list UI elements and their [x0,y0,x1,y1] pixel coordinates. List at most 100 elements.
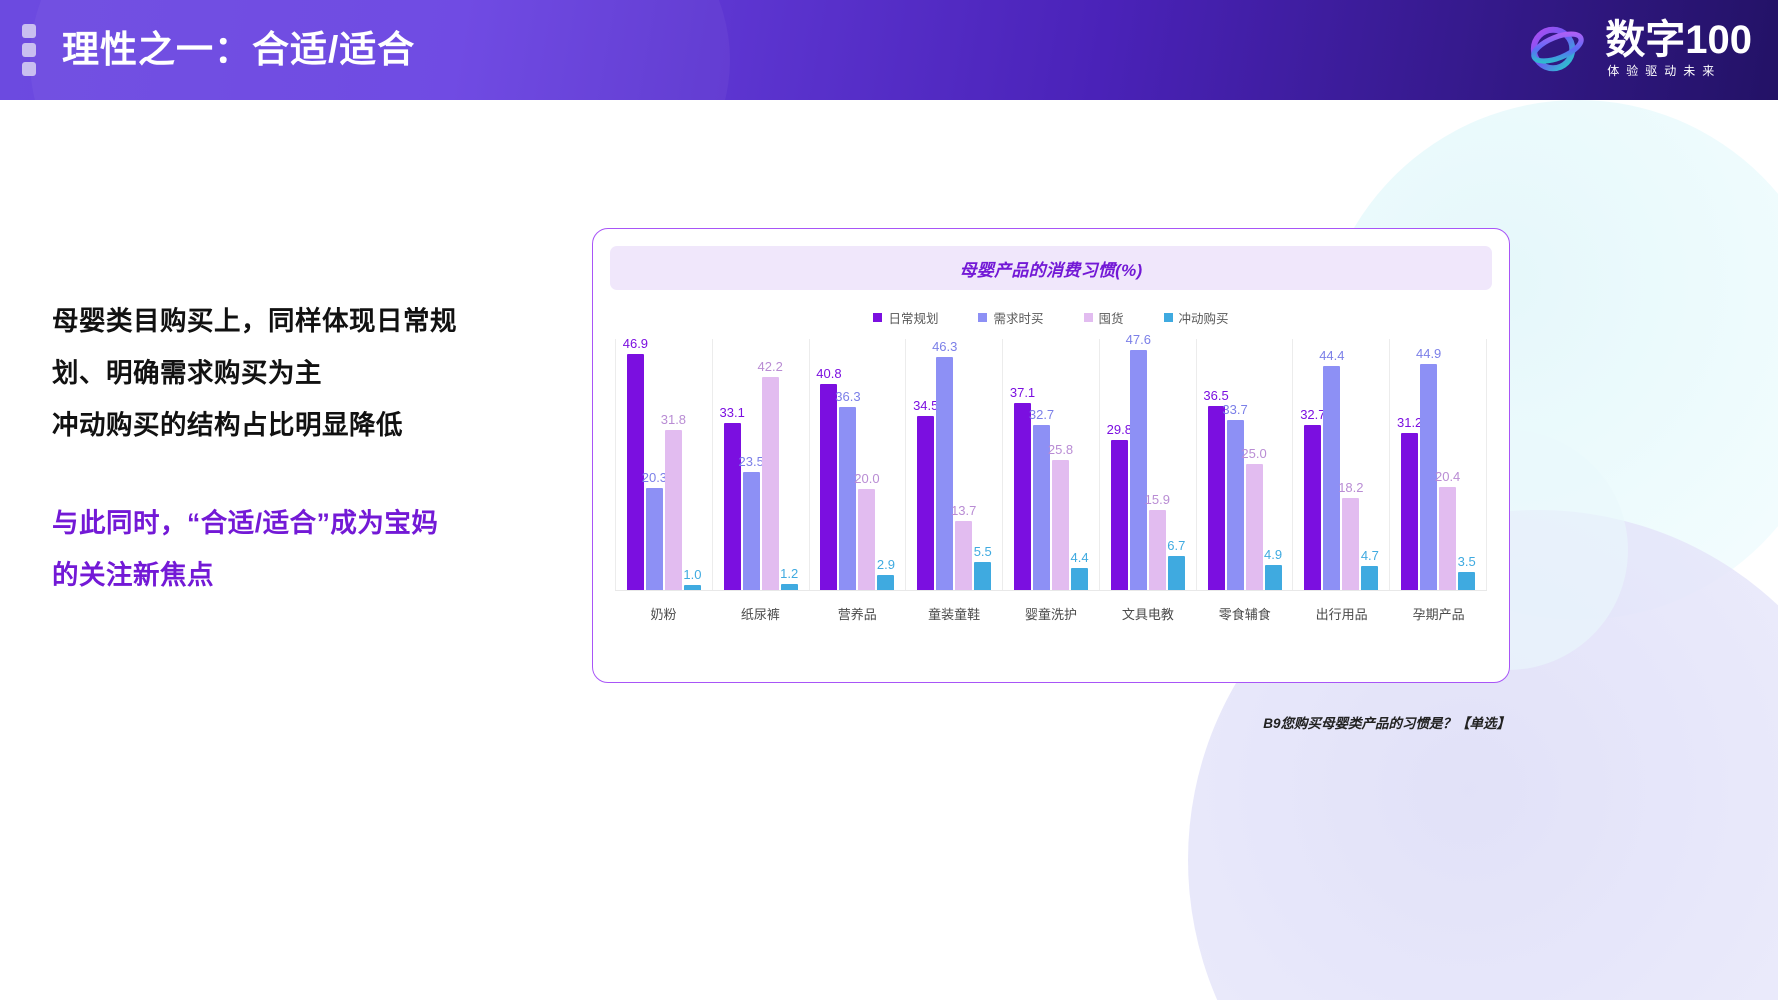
x-axis-label: 文具电教 [1121,607,1174,622]
bar[interactable]: 33.1 [720,406,745,590]
bar[interactable]: 2.9 [877,558,895,590]
bar-value-label: 34.5 [913,398,939,414]
bar-value-label: 42.2 [757,359,783,375]
bar[interactable]: 36.5 [1203,389,1229,590]
bar[interactable]: 20.3 [642,470,667,590]
bar[interactable]: 4.4 [1070,550,1089,590]
chart-footnote: B9您购买母婴类产品的习惯是？【单选】 [1263,716,1510,731]
bar-value-label: 33.7 [1222,402,1248,418]
bar-value-label: 31.8 [660,411,687,427]
bar[interactable]: 25.8 [1048,442,1073,590]
bar-value-label: 32.7 [1300,407,1326,423]
bar-value-label: 31.2 [1396,414,1423,430]
chart-x-axis: 奶粉 纸尿裤 营养品 童装童鞋 婴童洗护 文具电教 零食辅食 出行用品 孕期产品 [615,591,1487,623]
bar[interactable]: 20.0 [854,472,880,590]
x-axis-label: 营养品 [837,607,877,622]
bar-value-label: 46.3 [932,338,958,354]
bar-value-label: 4.9 [1264,547,1283,563]
bar-group: 31.2 44.9 20.4 3.5 [1389,339,1488,590]
bar[interactable]: 25.0 [1241,447,1267,590]
bar[interactable]: 31.8 [661,412,686,590]
bar[interactable]: 31.2 [1397,415,1422,590]
bar[interactable]: 42.2 [758,360,783,590]
x-axis-label: 童装童鞋 [928,607,981,622]
bar[interactable]: 4.9 [1264,548,1282,590]
legend-swatch-icon [1083,313,1093,322]
bar[interactable]: 1.2 [780,566,798,590]
bar[interactable]: 40.8 [816,367,842,590]
chart-title: 母婴产品的消费习惯(%) [959,260,1143,280]
bar-value-label: 23.5 [738,453,764,469]
bar-value-label: 6.7 [1167,538,1186,554]
bar[interactable]: 44.9 [1416,346,1441,590]
bar[interactable]: 47.6 [1126,333,1151,590]
x-axis-label: 出行用品 [1315,607,1368,622]
bar-value-label: 18.2 [1338,480,1364,496]
accent-line-2: 的关注新焦点 [52,560,214,590]
legend-swatch-icon [978,313,988,322]
accent-line-1: 与此同时，“合适/适合”成为宝妈 [52,508,439,538]
bar[interactable]: 44.4 [1319,349,1345,590]
bar[interactable]: 32.7 [1029,408,1054,590]
bar[interactable]: 23.5 [739,454,764,590]
bar-group: 37.1 32.7 25.8 4.4 [1002,339,1099,590]
chart-legend: 日常规划 需求时买 囤货 冲动购买 [593,308,1509,327]
insight-copy-block: 母婴类目购买上，同样体现日常规 划、明确需求购买为主 冲动购买的结构占比明显降低… [52,295,572,601]
bar-value-label: 1.2 [780,565,799,581]
legend-item-1[interactable]: 日常规划 [873,308,938,327]
bar-value-label: 20.3 [641,469,668,485]
legend-item-4[interactable]: 冲动购买 [1163,308,1229,327]
legend-label: 需求时买 [993,312,1044,326]
bar-value-label: 36.5 [1203,388,1229,404]
x-axis-label: 孕期产品 [1412,607,1465,622]
bar[interactable]: 33.7 [1222,403,1248,590]
legend-swatch-icon [1163,313,1173,322]
bar-group: 46.9 20.3 31.8 1.0 [615,336,712,590]
bar-value-label: 44.4 [1319,348,1345,364]
bar[interactable]: 36.3 [835,390,861,590]
insight-line-1: 母婴类目购买上，同样体现日常规 [52,306,457,336]
bar-group: 32.7 44.4 18.2 4.7 [1292,339,1389,590]
bar[interactable]: 18.2 [1338,481,1364,590]
x-axis-label: 奶粉 [650,607,677,622]
bar-value-label: 29.8 [1106,421,1132,437]
bar[interactable]: 32.7 [1300,408,1326,590]
logo-tagline: 体验驱动未来 [1607,64,1722,78]
bar[interactable]: 13.7 [951,503,976,590]
bar-value-label: 25.8 [1047,441,1074,457]
bar-value-label: 37.1 [1009,385,1036,401]
legend-item-3[interactable]: 囤货 [1083,308,1124,327]
bar-value-label: 4.4 [1070,549,1089,565]
bar-value-label: 32.7 [1028,407,1055,423]
bar[interactable]: 46.9 [623,336,648,590]
bar-value-label: 15.9 [1144,491,1170,507]
insight-line-3: 冲动购买的结构占比明显降低 [52,410,403,440]
bar[interactable]: 46.3 [932,339,957,590]
bar-value-label: 13.7 [951,502,977,518]
insight-line-2: 划、明确需求购买为主 [52,358,322,388]
logo-name: 数字100 [1605,18,1752,62]
bar-value-label: 36.3 [835,389,861,405]
legend-item-2[interactable]: 需求时买 [978,308,1044,327]
bar[interactable]: 6.7 [1167,539,1185,590]
x-axis-label: 婴童洗护 [1025,607,1078,622]
bar[interactable]: 37.1 [1010,386,1035,590]
bar[interactable]: 1.0 [683,567,701,590]
legend-label: 日常规划 [888,312,939,326]
brand-logo: 数字100 体验驱动未来 [1519,12,1752,86]
bar[interactable]: 15.9 [1145,492,1170,590]
bar[interactable]: 34.5 [913,399,938,590]
bar-value-label: 5.5 [973,544,992,560]
chart-title-banner: 母婴产品的消费习惯(%) [610,246,1492,290]
bar[interactable]: 20.4 [1435,470,1460,590]
bar[interactable]: 3.5 [1458,555,1476,590]
bar-value-label: 46.9 [622,335,649,351]
slide-header: 理性之一：合适/适合 [0,0,1778,100]
bar[interactable]: 4.7 [1361,549,1379,590]
legend-label: 冲动购买 [1178,312,1229,326]
bar[interactable]: 5.5 [974,545,992,590]
x-axis-label: 纸尿裤 [740,607,780,622]
bar-group: 29.8 47.6 15.9 6.7 [1098,333,1196,590]
bar[interactable]: 29.8 [1107,422,1132,590]
bar-group: 36.5 33.7 25.0 4.9 [1195,339,1293,590]
